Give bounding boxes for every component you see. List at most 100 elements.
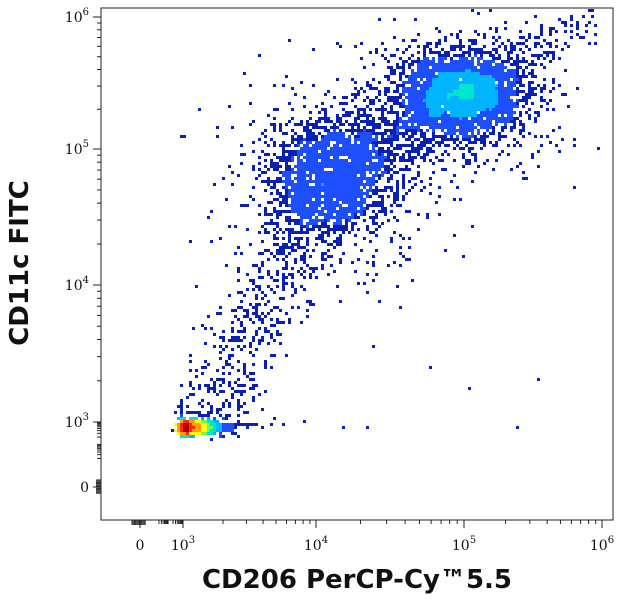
density-point [228, 423, 231, 426]
density-point [423, 60, 426, 63]
density-point [450, 102, 453, 105]
density-point [387, 138, 390, 141]
density-point [327, 183, 330, 186]
density-point [240, 393, 243, 396]
density-point [501, 66, 504, 69]
density-point [390, 210, 393, 213]
density-point [363, 90, 366, 93]
density-point [285, 171, 288, 174]
density-point [429, 102, 432, 105]
density-point [492, 168, 495, 171]
density-point [483, 126, 486, 129]
density-point [309, 171, 312, 174]
density-point [360, 213, 363, 216]
density-point [327, 174, 330, 177]
density-point [471, 90, 474, 93]
density-point [363, 213, 366, 216]
density-point [453, 123, 456, 126]
density-point [291, 285, 294, 288]
density-point [507, 75, 510, 78]
density-point [486, 105, 489, 108]
density-point [339, 228, 342, 231]
density-point [441, 99, 444, 102]
density-point [366, 426, 369, 429]
density-point [309, 150, 312, 153]
density-point [315, 171, 318, 174]
density-point [252, 282, 255, 285]
density-point [489, 90, 492, 93]
density-point [267, 330, 270, 333]
density-point [282, 249, 285, 252]
density-point [402, 105, 405, 108]
density-point [366, 147, 369, 150]
density-point [291, 276, 294, 279]
density-point [186, 423, 189, 426]
density-point [432, 78, 435, 81]
density-point [378, 162, 381, 165]
density-point [561, 93, 564, 96]
density-point [465, 66, 468, 69]
density-point [267, 144, 270, 147]
density-point [291, 141, 294, 144]
density-point [267, 177, 270, 180]
density-point [372, 63, 375, 66]
density-point [264, 222, 267, 225]
density-point [231, 171, 234, 174]
density-point [513, 138, 516, 141]
density-point [411, 90, 414, 93]
density-point [372, 129, 375, 132]
density-point [411, 81, 414, 84]
density-point [465, 96, 468, 99]
density-point [357, 117, 360, 120]
density-point [417, 117, 420, 120]
density-point [267, 183, 270, 186]
density-point [303, 276, 306, 279]
density-point [363, 153, 366, 156]
density-point [339, 117, 342, 120]
density-point [501, 99, 504, 102]
density-point [297, 135, 300, 138]
density-point [354, 87, 357, 90]
density-point [297, 213, 300, 216]
density-point [279, 228, 282, 231]
density-point [252, 384, 255, 387]
density-point [405, 192, 408, 195]
density-point [423, 105, 426, 108]
density-point [426, 57, 429, 60]
density-point [480, 117, 483, 120]
density-point [381, 165, 384, 168]
density-point [324, 141, 327, 144]
density-point [324, 120, 327, 123]
density-point [318, 204, 321, 207]
density-point [333, 195, 336, 198]
density-point [498, 90, 501, 93]
density-point [174, 423, 177, 426]
density-point [396, 129, 399, 132]
density-point [528, 63, 531, 66]
density-point [435, 156, 438, 159]
density-point [459, 147, 462, 150]
density-point [324, 147, 327, 150]
density-point [300, 189, 303, 192]
density-point [303, 138, 306, 141]
density-point [447, 93, 450, 96]
density-point [381, 207, 384, 210]
density-point [369, 150, 372, 153]
density-point [486, 126, 489, 129]
density-point [315, 198, 318, 201]
density-point [354, 210, 357, 213]
density-point [267, 273, 270, 276]
density-point [414, 150, 417, 153]
density-point [399, 105, 402, 108]
density-point [369, 165, 372, 168]
density-point [336, 138, 339, 141]
density-point [531, 54, 534, 57]
density-point [315, 141, 318, 144]
density-point [318, 180, 321, 183]
density-point [585, 30, 588, 33]
density-point [441, 48, 444, 51]
density-point [327, 177, 330, 180]
density-point [504, 93, 507, 96]
density-point [288, 231, 291, 234]
density-point [306, 300, 309, 303]
